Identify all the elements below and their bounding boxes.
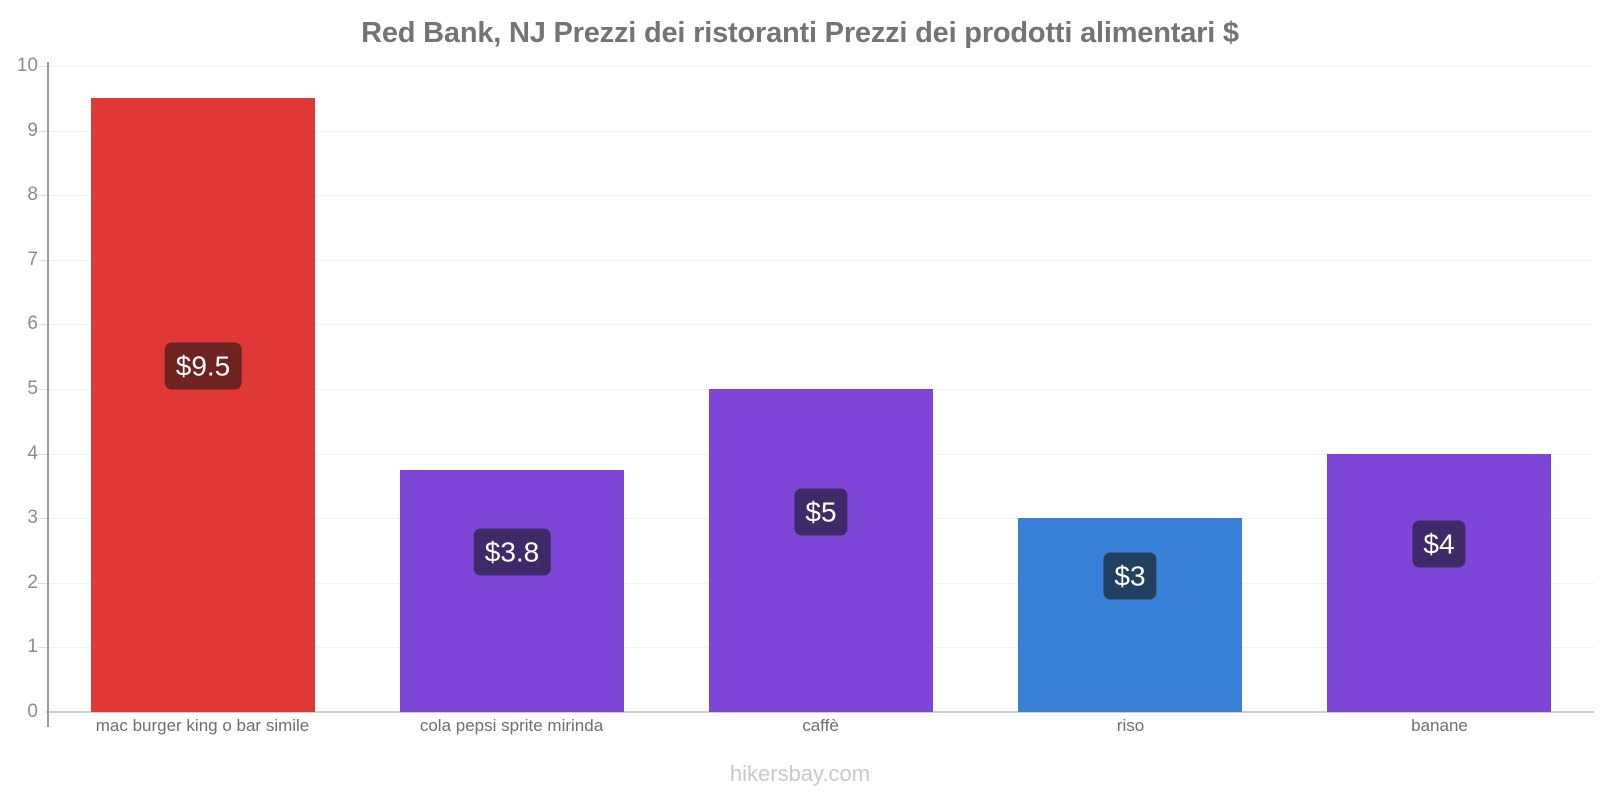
bar-value-badge: $9.5 xyxy=(164,342,242,390)
bar-value-badge: $4 xyxy=(1412,520,1466,568)
y-tick-label: 1 xyxy=(27,636,38,657)
x-category-label: mac burger king o bar simile xyxy=(95,716,310,735)
y-tick-mark xyxy=(38,66,48,67)
gridline xyxy=(48,324,1594,325)
y-tick-label: 2 xyxy=(27,572,38,593)
bar xyxy=(400,470,624,712)
y-tick-label: 9 xyxy=(27,120,38,141)
bar-value-badge: $3 xyxy=(1103,552,1157,600)
y-axis-line xyxy=(47,62,49,727)
y-tick-mark xyxy=(38,389,48,390)
y-tick-label: 3 xyxy=(27,507,38,528)
y-tick-mark xyxy=(38,131,48,132)
bar-value-badge: $3.8 xyxy=(473,528,551,576)
watermark: hikersbay.com xyxy=(729,761,871,786)
y-tick-mark xyxy=(38,324,48,325)
x-category-label: cola pepsi sprite mirinda xyxy=(419,716,604,735)
x-category-label: riso xyxy=(1116,716,1145,735)
bar xyxy=(709,389,933,712)
x-category-label: caffè xyxy=(802,716,839,735)
y-tick-label: 4 xyxy=(27,443,38,464)
y-tick-label: 7 xyxy=(27,249,38,270)
x-category-label: banane xyxy=(1411,716,1468,735)
bar xyxy=(91,98,315,712)
y-tick-mark xyxy=(38,260,48,261)
y-tick-label: 5 xyxy=(27,378,38,399)
y-tick-label: 8 xyxy=(27,184,38,205)
gridline xyxy=(48,66,1594,67)
x-axis-baseline xyxy=(46,711,1594,713)
gridline xyxy=(48,260,1594,261)
y-tick-mark xyxy=(38,583,48,584)
bar xyxy=(1327,454,1551,712)
bar xyxy=(1018,518,1242,712)
y-tick-label: 6 xyxy=(27,313,38,334)
y-tick-mark xyxy=(38,454,48,455)
gridline xyxy=(48,131,1594,132)
gridline xyxy=(48,195,1594,196)
y-tick-mark xyxy=(38,195,48,196)
y-tick-mark xyxy=(38,647,48,648)
chart-title: Red Bank, NJ Prezzi dei ristoranti Prezz… xyxy=(361,17,1239,49)
y-tick-label: 0 xyxy=(27,701,38,722)
bar-value-badge: $5 xyxy=(794,488,848,536)
y-tick-mark xyxy=(38,518,48,519)
y-tick-label: 10 xyxy=(16,55,38,76)
